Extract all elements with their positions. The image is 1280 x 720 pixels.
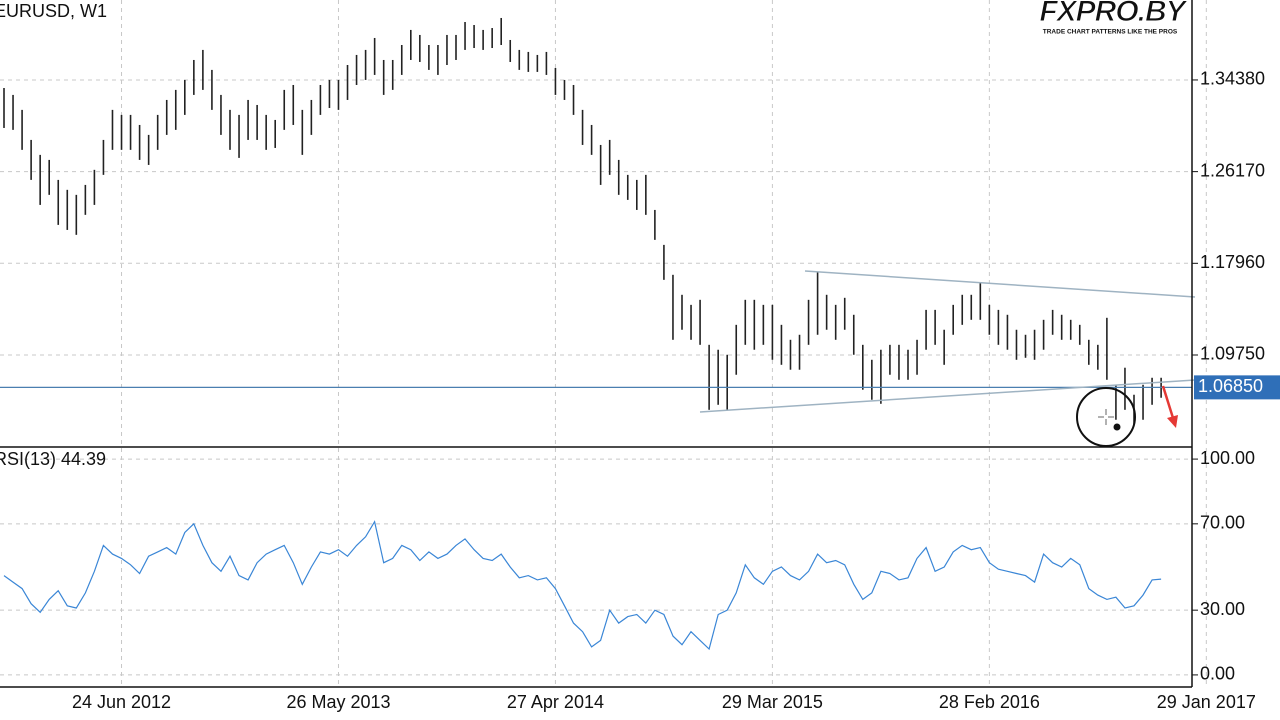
resistance-trendline	[804, 270, 1196, 298]
marks	[0, 17, 1192, 651]
x-tick-label: 29 Mar 2015	[722, 692, 823, 712]
logo: FXPRO.BY TRADE CHART PATTERNS LIKE THE P…	[1039, 0, 1190, 36]
crosshair	[1098, 409, 1114, 425]
down-arrow	[1161, 385, 1178, 428]
x-tick-label: 28 Feb 2016	[939, 692, 1040, 712]
y-tick-label: 1.09750	[1200, 344, 1265, 364]
support-trendline	[699, 379, 1196, 413]
current-price-box	[1194, 375, 1280, 400]
y-tick-label: 70.00	[1200, 513, 1245, 533]
chart-title: EURUSD, W1	[0, 1, 107, 21]
indicator-label: RSI(13) 44.39	[0, 449, 106, 469]
x-tick-label: 26 May 2013	[286, 692, 390, 712]
y-tick-label: 0.00	[1200, 664, 1235, 684]
logo-name: FXPRO.BY	[1039, 0, 1188, 28]
x-tick-label: 24 Jun 2012	[72, 692, 171, 712]
highlight-circle	[1076, 387, 1136, 447]
x-tick-label: 29 Jan 2017	[1157, 692, 1256, 712]
y-tick-label: 1.34380	[1200, 69, 1265, 89]
grid	[0, 0, 1207, 687]
y-tick-label: 1.17960	[1200, 252, 1265, 272]
logo-tagline: TRADE CHART PATTERNS LIKE THE PROS	[1043, 29, 1178, 36]
current-price-label: 1.06850	[1198, 376, 1263, 396]
cursor-dot	[1113, 423, 1121, 431]
y-tick-label: 100.00	[1200, 448, 1255, 468]
rsi-line	[3, 520, 1162, 651]
x-tick-label: 27 Apr 2014	[507, 692, 604, 712]
y-tick-label: 30.00	[1200, 599, 1245, 619]
y-tick-label: 1.26170	[1200, 160, 1265, 180]
